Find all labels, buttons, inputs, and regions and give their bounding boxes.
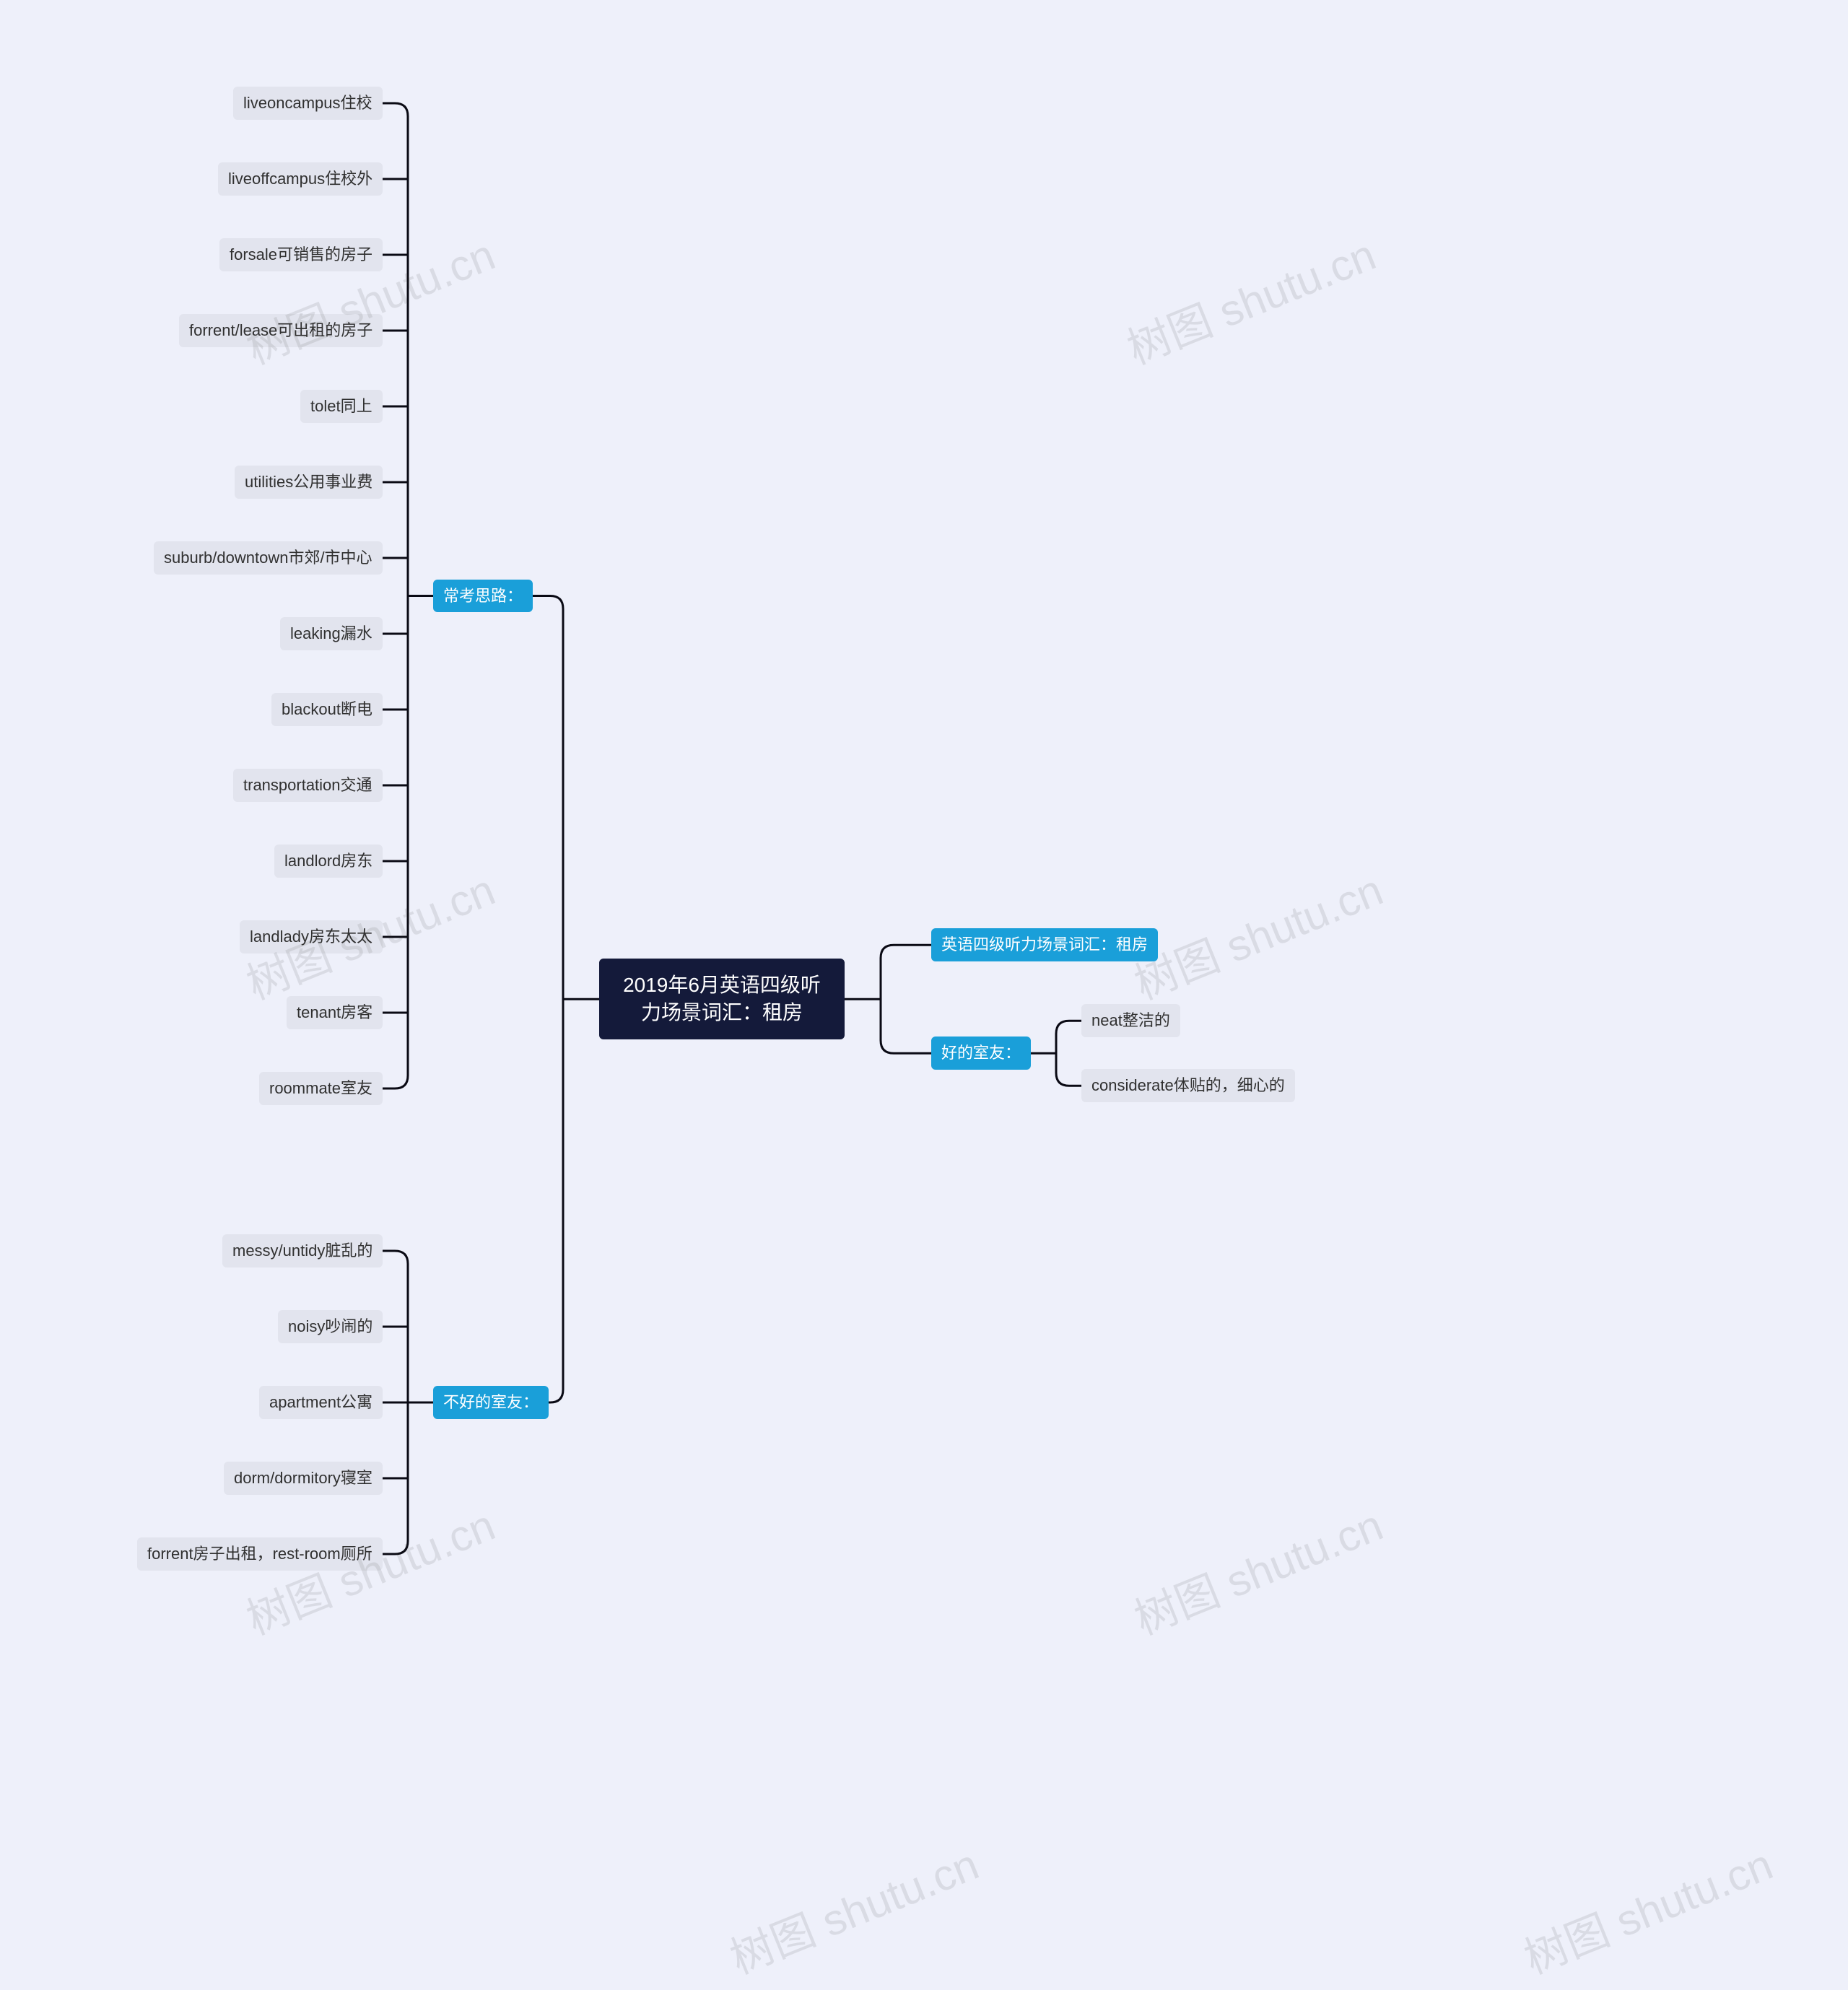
leaf-l-b-3: dorm/dormitory寝室 [224,1462,383,1495]
leaf-l-c-5: utilities公用事业费 [235,466,383,499]
leaf-l-g-1: considerate体贴的，细心的 [1081,1069,1295,1102]
watermark: 树图 shutu.cn [1124,1491,1391,1647]
leaf-l-c-8: blackout断电 [271,693,383,726]
mindmap-canvas: 2019年6月英语四级听力场景词汇：租房 liveoncampus住校 liveof… [0,0,1848,1990]
connector [550,596,563,1403]
root-node: 2019年6月英语四级听力场景词汇：租房 [599,959,845,1039]
watermark: 树图 shutu.cn [1514,1830,1781,1986]
branch-title: 英语四级听力场景词汇：租房 [931,928,1158,961]
connectors-layer [0,0,1848,1990]
leaf-l-c-13: roommate室友 [259,1072,383,1105]
connector [395,103,408,1088]
leaf-l-c-11: landlady房东太太 [240,920,383,953]
watermark: 树图 shutu.cn [1117,220,1384,377]
leaf-l-g-0: neat整洁的 [1081,1004,1180,1037]
leaf-l-b-4: forrent房子出租，rest-room厕所 [137,1537,383,1571]
branch-bad: 不好的室友： [433,1386,549,1419]
branch-common: 常考思路： [433,580,533,613]
leaf-l-c-1: liveoffcampus住校外 [218,162,383,196]
leaf-l-b-1: noisy吵闹的 [278,1310,383,1343]
leaf-l-c-4: tolet同上 [300,390,383,423]
leaf-l-c-2: forsale可销售的房子 [219,238,383,271]
leaf-l-c-6: suburb/downtown市郊/市中心 [154,541,383,575]
connector [881,945,894,1053]
connector [1056,1021,1069,1086]
watermark: 树图 shutu.cn [1124,855,1391,1012]
leaf-l-b-0: messy/untidy脏乱的 [222,1234,383,1267]
leaf-l-c-0: liveoncampus住校 [233,87,383,120]
connector [395,1251,408,1554]
leaf-l-c-12: tenant房客 [287,996,383,1029]
leaf-l-c-9: transportation交通 [233,769,383,802]
leaf-l-b-2: apartment公寓 [259,1386,383,1419]
watermark: 树图 shutu.cn [720,1830,987,1986]
leaf-l-c-10: landlord房东 [274,845,383,878]
leaf-l-c-3: forrent/lease可出租的房子 [179,314,383,347]
branch-good: 好的室友： [931,1037,1031,1070]
leaf-l-c-7: leaking漏水 [280,617,383,650]
